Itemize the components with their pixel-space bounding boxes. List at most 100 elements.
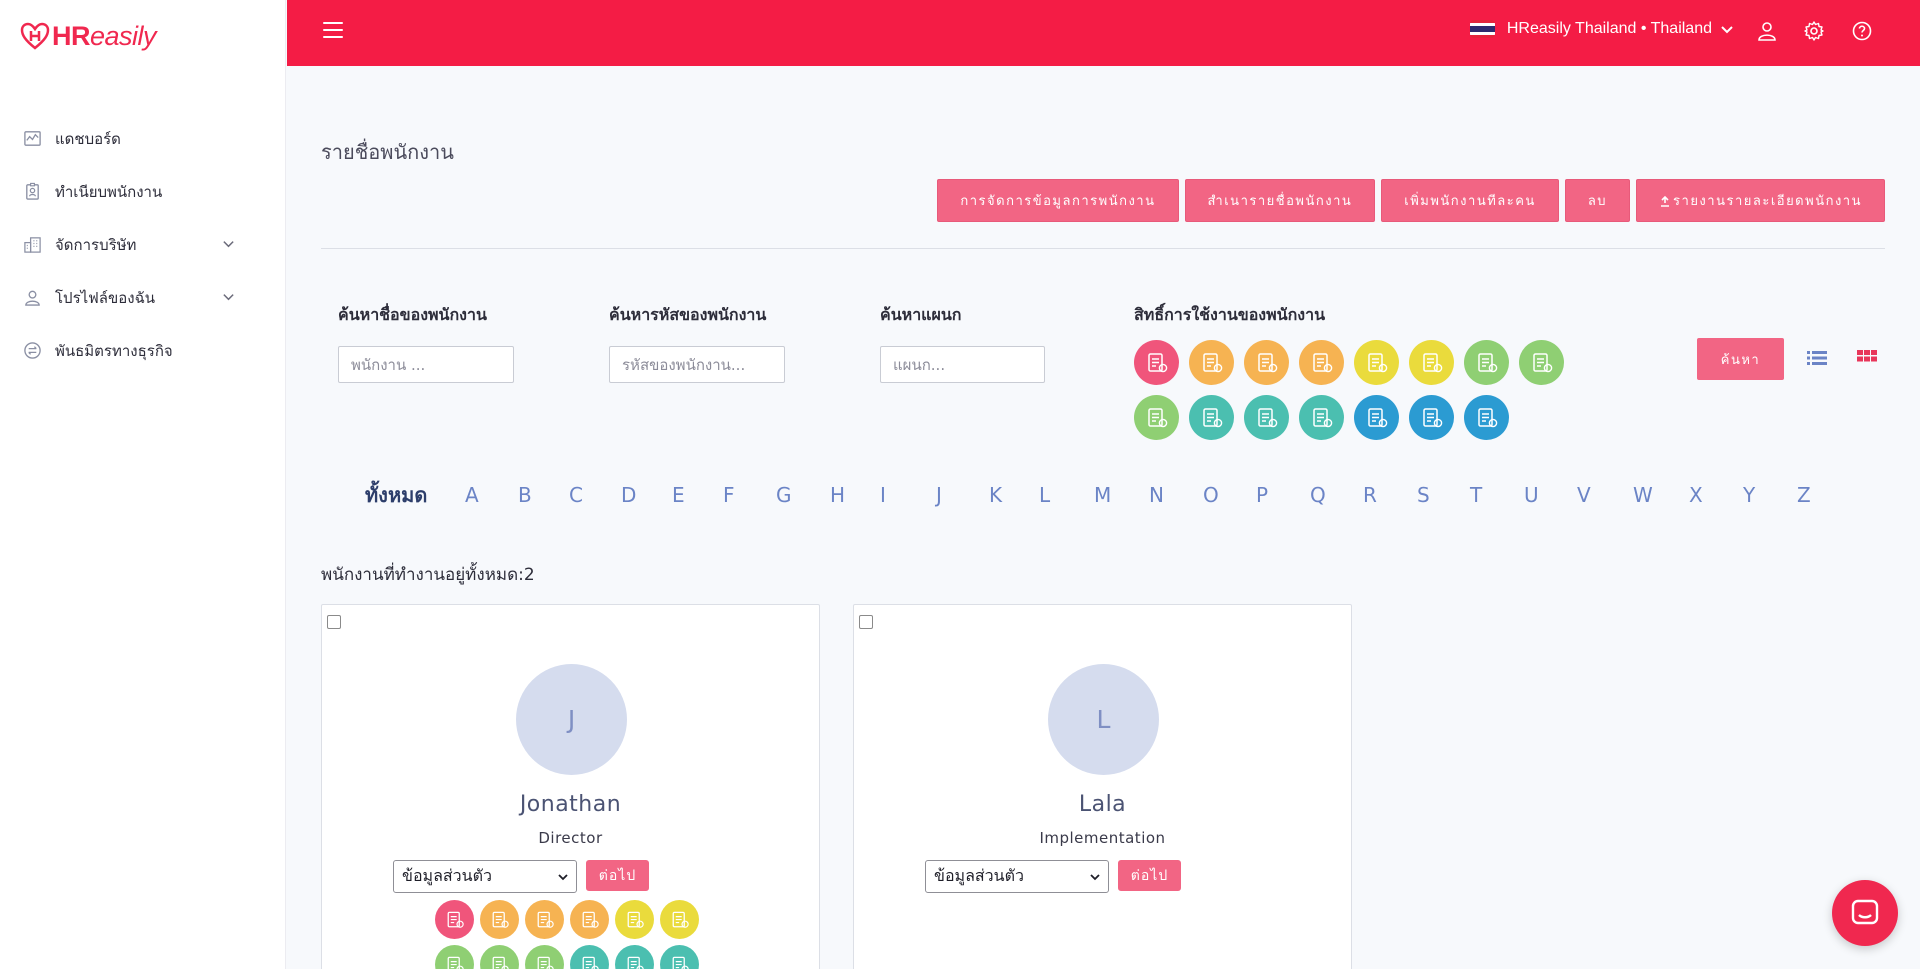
- permission-filter-icon[interactable]: [1354, 395, 1399, 440]
- alphabet-letter[interactable]: Y: [1743, 483, 1756, 507]
- permission-glyph-icon: [1312, 352, 1332, 372]
- permission-icon[interactable]: [615, 945, 654, 969]
- search-button[interactable]: ค้นหา: [1697, 338, 1784, 380]
- manage-employee-data-button[interactable]: การจัดการข้อมูลการพนักงาน: [937, 179, 1179, 222]
- sidebar-item-label: โปรไฟล์ของฉัน: [55, 288, 156, 307]
- copy-employee-list-button[interactable]: สำเนารายชื่อพนักงาน: [1184, 179, 1376, 222]
- alphabet-letter[interactable]: X: [1689, 483, 1703, 507]
- permission-filter-icon[interactable]: [1299, 395, 1344, 440]
- sidebar-item-directory[interactable]: ทำเนียบพนักงาน: [0, 165, 286, 218]
- permission-filter-icon[interactable]: [1519, 340, 1564, 385]
- code-search-input[interactable]: รหัสของพนักงาน...: [609, 346, 785, 383]
- permission-icon[interactable]: [480, 945, 519, 969]
- permission-filter-icon[interactable]: [1244, 395, 1289, 440]
- info-type-select[interactable]: ข้อมูลส่วนตัว: [393, 860, 577, 893]
- permission-filter-icon[interactable]: [1244, 340, 1289, 385]
- alphabet-letter[interactable]: F: [723, 483, 735, 507]
- grid-view-icon[interactable]: [1855, 346, 1879, 370]
- alphabet-letter[interactable]: W: [1633, 483, 1653, 507]
- permission-icon[interactable]: [660, 900, 699, 939]
- user-icon[interactable]: [1756, 20, 1780, 44]
- permission-filter-icon[interactable]: [1464, 395, 1509, 440]
- alphabet-letter[interactable]: N: [1149, 483, 1164, 507]
- alphabet-letter[interactable]: C: [569, 483, 583, 507]
- permission-filter-icon[interactable]: [1464, 340, 1509, 385]
- chat-launcher-button[interactable]: [1832, 880, 1898, 946]
- employee-card[interactable]: J Jonathan Director ข้อมูลส่วนตัว ต่อไป: [321, 604, 820, 969]
- alphabet-letter[interactable]: I: [880, 483, 886, 507]
- help-icon[interactable]: [1851, 20, 1875, 44]
- permission-glyph-icon: [1367, 352, 1387, 372]
- alphabet-letter[interactable]: Q: [1310, 483, 1326, 507]
- alphabet-letter[interactable]: Z: [1797, 483, 1811, 507]
- sidebar-item-partners[interactable]: พันธมิตรทางธุรกิจ: [0, 324, 286, 377]
- name-search-input[interactable]: พนักงาน ...: [338, 346, 514, 383]
- permission-icon[interactable]: [615, 900, 654, 939]
- permission-filter-icon[interactable]: [1299, 340, 1344, 385]
- avatar: J: [516, 664, 627, 775]
- permission-icon[interactable]: [660, 945, 699, 969]
- sidebar-item-dashboard[interactable]: แดชบอร์ด: [0, 112, 286, 165]
- alphabet-all[interactable]: ทั้งหมด: [365, 483, 428, 507]
- permission-icon[interactable]: [525, 900, 564, 939]
- employee-name[interactable]: Lala: [1078, 792, 1127, 817]
- alphabet-letter[interactable]: E: [672, 483, 685, 507]
- company-selector[interactable]: HReasily Thailand • Thailand: [1469, 20, 1734, 38]
- alphabet-letter[interactable]: B: [518, 483, 532, 507]
- alphabet-letter[interactable]: D: [621, 483, 637, 507]
- building-icon: [22, 235, 42, 255]
- permission-filter-icon[interactable]: [1189, 395, 1234, 440]
- alphabet-letter[interactable]: M: [1094, 483, 1112, 507]
- add-employee-button[interactable]: เพิ่มพนักงานทีละคน: [1381, 179, 1559, 222]
- next-button[interactable]: ต่อไป: [1118, 860, 1181, 891]
- alphabet-letter[interactable]: V: [1577, 483, 1591, 507]
- hreasily-logo[interactable]: HReasily: [20, 18, 157, 54]
- delete-button[interactable]: ลบ: [1564, 179, 1631, 222]
- permission-filter-icon[interactable]: [1409, 340, 1454, 385]
- sidebar-item-company[interactable]: จัดการบริษัท: [0, 218, 286, 271]
- permission-icon[interactable]: [480, 900, 519, 939]
- alphabet-letter[interactable]: H: [830, 483, 846, 507]
- alphabet-letter[interactable]: O: [1203, 483, 1219, 507]
- permission-icon[interactable]: [570, 900, 609, 939]
- alphabet-letter[interactable]: R: [1363, 483, 1377, 507]
- menu-icon[interactable]: [323, 22, 343, 42]
- permission-icon[interactable]: [570, 945, 609, 969]
- next-button[interactable]: ต่อไป: [586, 860, 649, 891]
- gear-icon[interactable]: [1803, 20, 1827, 44]
- employee-name[interactable]: Jonathan: [519, 792, 622, 817]
- permission-icon[interactable]: [525, 945, 564, 969]
- info-type-value: ข้อมูลส่วนตัว: [402, 866, 492, 885]
- select-checkbox[interactable]: [327, 615, 341, 629]
- alphabet-letter[interactable]: K: [989, 483, 1003, 507]
- alphabet-letter[interactable]: G: [776, 483, 792, 507]
- permission-filter-icon[interactable]: [1134, 395, 1179, 440]
- chevron-down-icon[interactable]: [222, 288, 236, 307]
- alphabet-letter[interactable]: U: [1524, 483, 1539, 507]
- permission-filter-icon[interactable]: [1409, 395, 1454, 440]
- permission-glyph-icon: [1257, 352, 1277, 372]
- employee-report-button[interactable]: รายงานรายละเอียดพนักงาน: [1636, 179, 1885, 222]
- employee-role: Director: [538, 829, 603, 847]
- alphabet-letter[interactable]: J: [936, 483, 942, 507]
- alphabet-letter[interactable]: A: [465, 483, 479, 507]
- chevron-down-icon[interactable]: [222, 235, 236, 254]
- permission-filter-icon[interactable]: [1134, 340, 1179, 385]
- sidebar-item-profile[interactable]: โปรไฟล์ของฉัน: [0, 271, 286, 324]
- permission-glyph-icon: [1477, 407, 1497, 427]
- permission-filter-icon[interactable]: [1354, 340, 1399, 385]
- permission-icon[interactable]: [435, 900, 474, 939]
- dept-search-input[interactable]: แผนก...: [880, 346, 1045, 383]
- alphabet-letter[interactable]: P: [1256, 483, 1269, 507]
- alphabet-letter[interactable]: S: [1417, 483, 1430, 507]
- alphabet-letter[interactable]: T: [1470, 483, 1483, 507]
- employee-permission-icons: [435, 900, 715, 969]
- permission-filter-icon[interactable]: [1189, 340, 1234, 385]
- list-view-icon[interactable]: [1805, 346, 1829, 370]
- permission-icon[interactable]: [435, 945, 474, 969]
- info-type-select[interactable]: ข้อมูลส่วนตัว: [925, 860, 1109, 893]
- employee-card[interactable]: L Lala Implementation ข้อมูลส่วนตัว ต่อไ…: [853, 604, 1352, 969]
- select-checkbox[interactable]: [859, 615, 873, 629]
- alphabet-letter[interactable]: L: [1039, 483, 1051, 507]
- sidebar-item-label: พันธมิตรทางธุรกิจ: [55, 341, 173, 360]
